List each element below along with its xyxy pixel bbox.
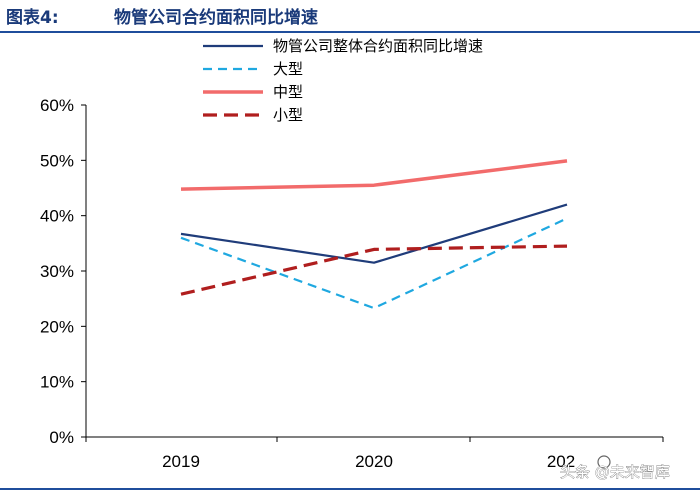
watermark-text: 头条 @未来智库 (560, 463, 670, 481)
watermark: 头条 @未来智库 (560, 455, 670, 481)
legend-label-2: 中型 (273, 83, 303, 101)
axis-ticks (81, 104, 664, 442)
header-rule (0, 31, 700, 33)
series-line-2 (180, 159, 568, 191)
footer-rule (0, 488, 700, 490)
legend-label-3: 小型 (273, 106, 303, 124)
x-tick-label: 202 (547, 452, 575, 471)
figure-label: 图表4: (6, 7, 59, 28)
y-tick-label: 40% (40, 207, 74, 226)
series-lines (180, 159, 568, 310)
legend-label-1: 大型 (273, 60, 303, 78)
series-line-3 (180, 244, 568, 296)
x-tick-labels: 2019 2020 202 (162, 452, 575, 471)
y-tick-label: 10% (40, 373, 74, 392)
x-tick-label: 2020 (355, 452, 393, 471)
y-tick-label: 0% (49, 428, 74, 447)
y-tick-label: 60% (40, 96, 74, 115)
series-line-0 (180, 203, 568, 264)
y-tick-label: 30% (40, 262, 74, 281)
watermark-logo-icon (597, 455, 611, 469)
y-tick-labels: 0% 10% 20% 30% 40% 50% 60% (40, 96, 74, 447)
figure-title: 物管公司合约面积同比增速 (114, 7, 318, 28)
x-tick-label: 2019 (162, 452, 200, 471)
y-tick-label: 20% (40, 317, 74, 336)
legend-label-0: 物管公司整体合约面积同比增速 (273, 37, 483, 55)
y-tick-label: 50% (40, 151, 74, 170)
